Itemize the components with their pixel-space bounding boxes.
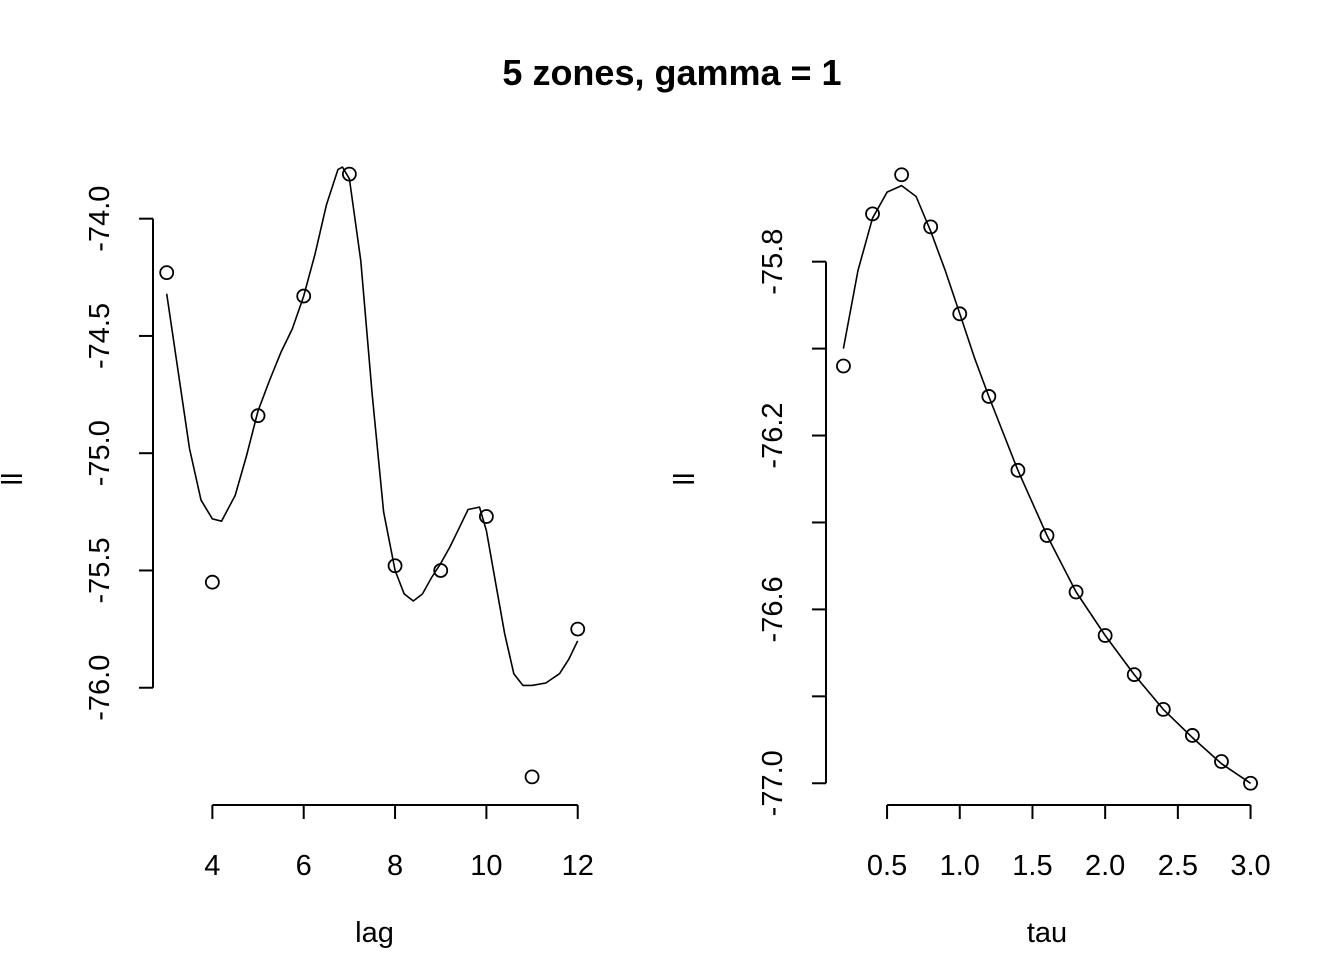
data-point <box>204 574 220 590</box>
x-tick-label: 4 <box>204 850 220 882</box>
panel-2: 0.5 1.0 1.5 2.0 2.5 3.0 -75.8 -76.2 -76.6 -77.0 ta… <box>669 167 1271 949</box>
data-point <box>1126 667 1142 682</box>
y-tick-label: -76.0 <box>84 655 116 721</box>
data-point <box>1214 754 1229 769</box>
figure-title: 5 zones, gamma = 1 <box>502 52 842 93</box>
smooth-line <box>842 184 1252 784</box>
x-tick-label: 8 <box>387 850 403 882</box>
y-tick-label: -75.8 <box>757 229 789 295</box>
data-point <box>433 563 449 578</box>
data-point <box>952 306 968 322</box>
data-point <box>1039 528 1055 543</box>
data-point <box>478 509 494 524</box>
x-tick-label: 1.5 <box>1012 850 1052 882</box>
data-point <box>570 621 586 637</box>
data-point <box>341 166 357 182</box>
y-axis-label: ll <box>0 473 29 486</box>
y-tick-label: -74.0 <box>84 186 116 252</box>
panel-1: 4 6 8 10 12 -74.0 -74.5 -75.0 -75.5 -76.0 lag ll <box>0 166 594 949</box>
x-axis-label: lag <box>355 917 394 949</box>
data-point <box>1243 775 1258 791</box>
data-point <box>1155 701 1171 717</box>
data-point <box>250 408 266 424</box>
y-tick-label: -74.5 <box>84 303 116 369</box>
x-tick-label: 12 <box>562 850 594 882</box>
data-point <box>894 167 910 183</box>
x-tick-label: 6 <box>296 850 312 882</box>
data-point <box>159 265 175 281</box>
x-tick-label: 2.0 <box>1085 850 1125 882</box>
y-axis-label: ll <box>669 473 701 486</box>
y-tick-label: -76.2 <box>757 402 789 468</box>
x-tick-label: 2.5 <box>1158 850 1198 882</box>
y-tick-label: -75.5 <box>84 537 116 603</box>
smooth-line <box>165 166 579 687</box>
y-tick-label: -77.0 <box>757 750 789 816</box>
data-point <box>1184 728 1200 743</box>
x-tick-label: 10 <box>470 850 502 882</box>
y-tick-label: -75.0 <box>84 420 116 486</box>
data-point <box>1010 462 1026 478</box>
data-point <box>296 288 312 304</box>
x-tick-label: 1.0 <box>940 850 980 882</box>
x-tick-label: 0.5 <box>867 850 907 882</box>
data-point <box>1068 584 1084 600</box>
y-tick-label: -76.6 <box>757 576 789 642</box>
x-axis-label: tau <box>1027 917 1067 949</box>
data-point <box>836 358 851 374</box>
data-point <box>923 219 939 235</box>
data-point <box>865 206 880 222</box>
data-point <box>524 769 540 785</box>
x-tick-label: 3.0 <box>1230 850 1270 882</box>
data-point <box>387 558 403 574</box>
data-point <box>981 389 997 404</box>
data-point <box>1097 628 1113 643</box>
